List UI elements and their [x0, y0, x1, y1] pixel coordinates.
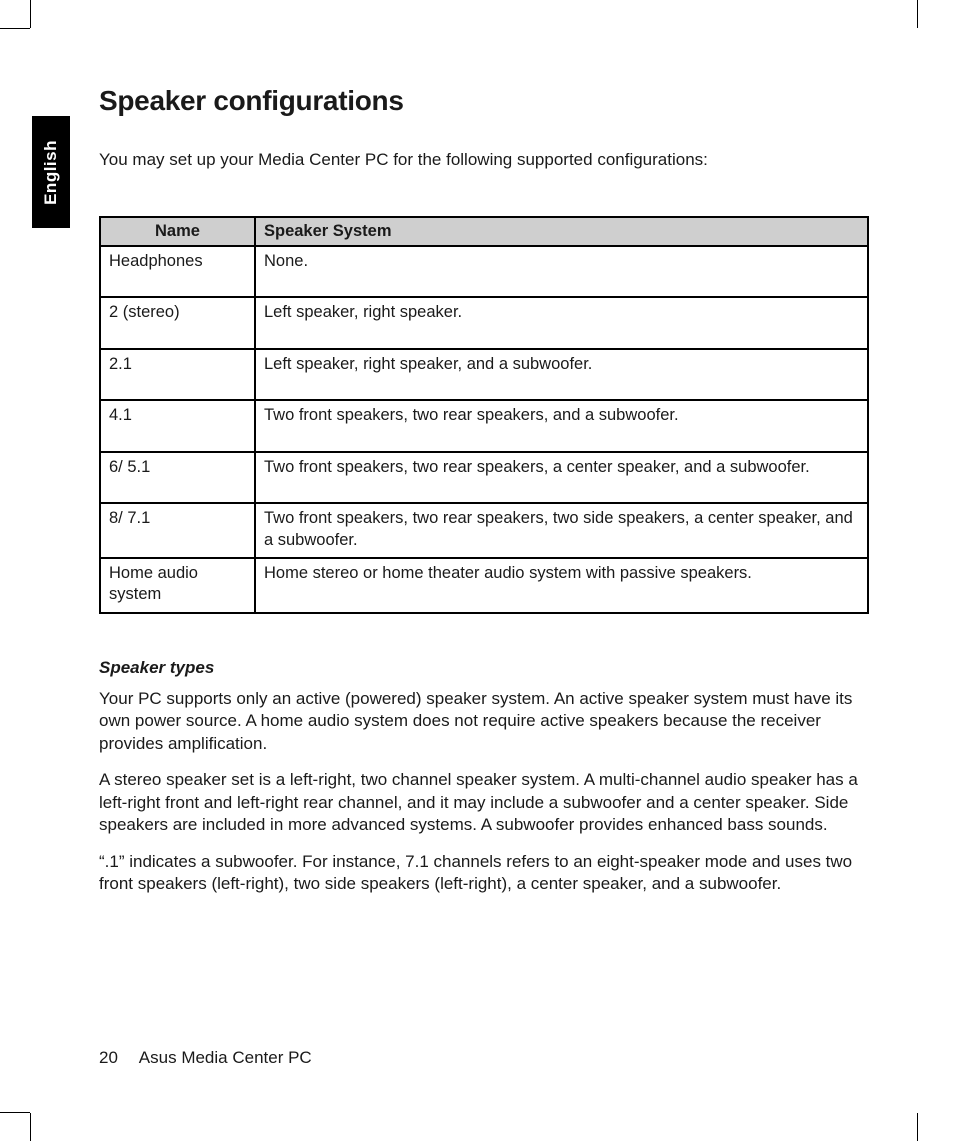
cell-name: 8/ 7.1: [100, 503, 255, 558]
body-paragraph: Your PC supports only an active (powered…: [99, 688, 869, 755]
cell-system: None.: [255, 246, 868, 297]
cell-system: Home stereo or home theater audio system…: [255, 558, 868, 613]
page-content: Speaker configurations You may set up yo…: [99, 85, 869, 909]
speaker-config-table: Name Speaker System Headphones None. 2 (…: [99, 216, 869, 614]
table-header-row: Name Speaker System: [100, 217, 868, 246]
crop-mark: [0, 28, 30, 29]
cell-name: 4.1: [100, 400, 255, 451]
page-number: 20: [99, 1048, 135, 1068]
language-tab-label: English: [41, 140, 61, 205]
cell-system: Left speaker, right speaker, and a subwo…: [255, 349, 868, 400]
table-row: 2.1 Left speaker, right speaker, and a s…: [100, 349, 868, 400]
page-title: Speaker configurations: [99, 85, 869, 117]
crop-mark: [917, 0, 918, 28]
body-paragraph: “.1” indicates a subwoofer. For instance…: [99, 851, 869, 896]
crop-mark: [0, 1112, 30, 1113]
table-row: 2 (stereo) Left speaker, right speaker.: [100, 297, 868, 348]
body-paragraph: A stereo speaker set is a left-right, tw…: [99, 769, 869, 836]
col-header-name: Name: [100, 217, 255, 246]
cell-name: Home audio system: [100, 558, 255, 613]
table-row: 6/ 5.1 Two front speakers, two rear spea…: [100, 452, 868, 503]
cell-name: Headphones: [100, 246, 255, 297]
cell-system: Left speaker, right speaker.: [255, 297, 868, 348]
cell-system: Two front speakers, two rear speakers, t…: [255, 503, 868, 558]
table-row: Headphones None.: [100, 246, 868, 297]
cell-name: 2 (stereo): [100, 297, 255, 348]
table-row: 8/ 7.1 Two front speakers, two rear spea…: [100, 503, 868, 558]
cell-name: 2.1: [100, 349, 255, 400]
cell-system: Two front speakers, two rear speakers, a…: [255, 400, 868, 451]
cell-system: Two front speakers, two rear speakers, a…: [255, 452, 868, 503]
crop-mark: [30, 1113, 31, 1141]
table-row: Home audio system Home stereo or home th…: [100, 558, 868, 613]
table-row: 4.1 Two front speakers, two rear speaker…: [100, 400, 868, 451]
page-footer: 20 Asus Media Center PC: [99, 1048, 312, 1068]
crop-mark: [30, 0, 31, 28]
cell-name: 6/ 5.1: [100, 452, 255, 503]
subheading-speaker-types: Speaker types: [99, 658, 869, 678]
crop-mark: [917, 1113, 918, 1141]
language-tab: English: [32, 116, 70, 228]
intro-text: You may set up your Media Center PC for …: [99, 149, 869, 172]
col-header-system: Speaker System: [255, 217, 868, 246]
book-title: Asus Media Center PC: [139, 1048, 312, 1067]
